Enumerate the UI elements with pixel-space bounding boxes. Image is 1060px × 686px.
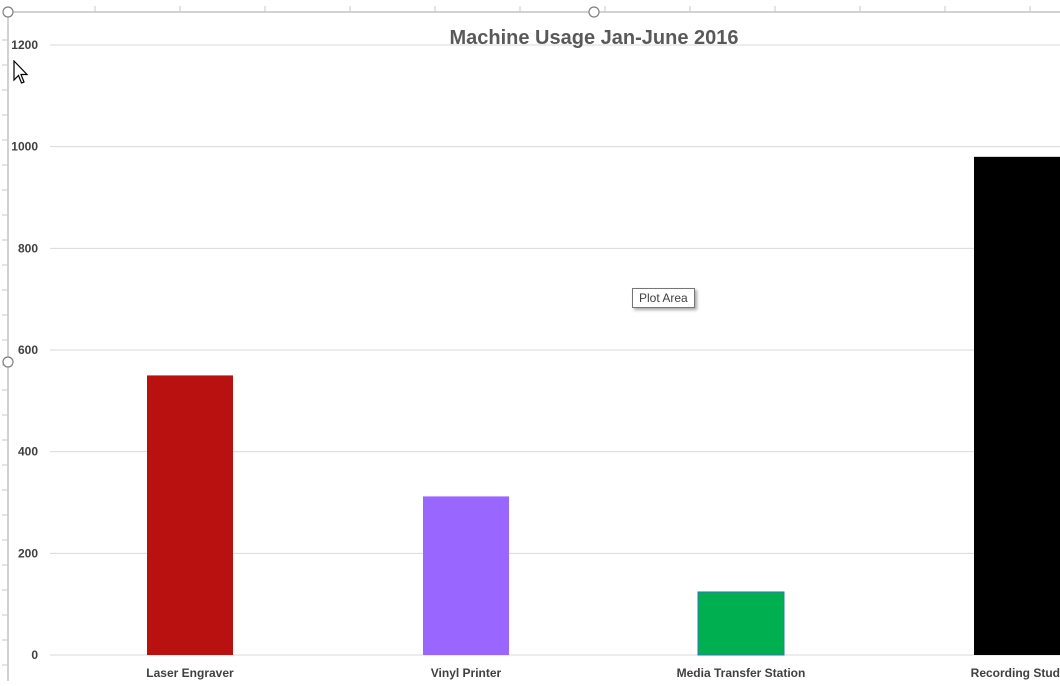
bar-recording-studio[interactable]	[974, 156, 1060, 656]
y-axis-tick-labels: 0 200 400 600 800 1000 1200	[11, 38, 38, 662]
bar-media-transfer-station[interactable]	[697, 591, 785, 656]
chart-selection-frame[interactable]	[2, 6, 1060, 681]
plot-area-tooltip: Plot Area	[632, 288, 695, 308]
x-category-label: Recording Studi	[971, 666, 1060, 680]
bar-laser-engraver[interactable]	[147, 375, 233, 655]
y-tick-label: 0	[31, 648, 38, 662]
resize-handle-top[interactable]	[588, 6, 600, 18]
chart-title[interactable]: Machine Usage Jan-June 2016	[449, 27, 738, 49]
resize-handle-corner[interactable]	[2, 6, 14, 18]
mouse-pointer-icon	[13, 60, 29, 84]
y-tick-label: 600	[18, 343, 38, 357]
x-category-label: Media Transfer Station	[677, 666, 806, 680]
bar-vinyl-printer[interactable]	[423, 496, 509, 655]
x-axis-category-labels: Laser Engraver Vinyl Printer Media Transfe…	[146, 666, 1060, 680]
x-category-label: Laser Engraver	[146, 666, 234, 680]
bars[interactable]	[147, 156, 1060, 656]
y-tick-label: 1200	[11, 38, 38, 52]
y-tick-label: 400	[18, 445, 38, 459]
y-tick-label: 800	[18, 241, 38, 255]
y-tick-label: 200	[18, 546, 38, 560]
y-tick-label: 1000	[11, 140, 38, 154]
resize-handle-left[interactable]	[2, 356, 14, 368]
x-category-label: Vinyl Printer	[431, 666, 502, 680]
